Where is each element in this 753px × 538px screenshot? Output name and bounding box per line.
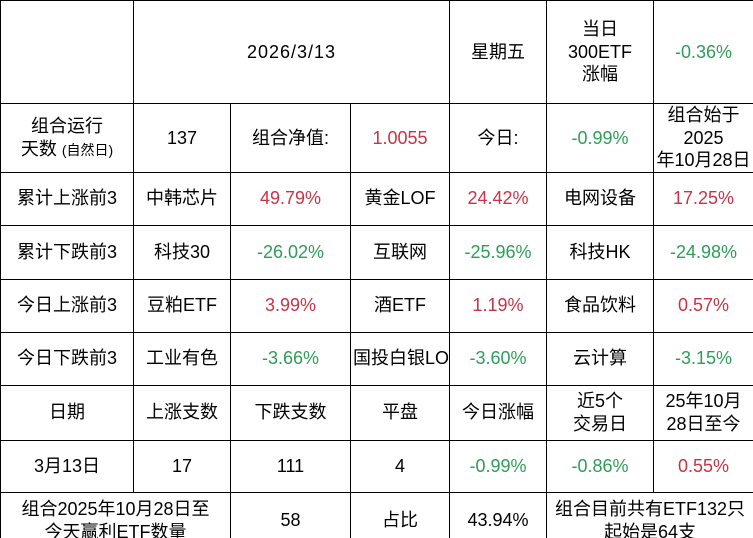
stats-date-cell[interactable]: 3月13日: [0, 439, 134, 493]
ranking-label-cell[interactable]: 累计下跌前3: [0, 224, 134, 280]
today-change-value-cell[interactable]: -0.99%: [449, 439, 547, 493]
run-days-value-cell[interactable]: 137: [133, 103, 231, 173]
run-days-label-cell[interactable]: 组合运行 天数 (自然日): [0, 103, 134, 173]
ranking-value-cell[interactable]: 24.42%: [449, 171, 547, 226]
ranking-name-cell[interactable]: 豆粕ETF: [133, 278, 231, 333]
ranking-value-cell[interactable]: 49.79%: [230, 171, 351, 226]
stats-header-flat-cell[interactable]: 平盘: [350, 384, 450, 441]
stats-header-today-cell[interactable]: 今日涨幅: [449, 384, 547, 441]
stats-header-since-start-cell[interactable]: 25年10月 28日至今: [653, 384, 753, 441]
ranking-label-cell[interactable]: 累计上涨前3: [0, 171, 134, 226]
today-label-cell[interactable]: 今日:: [449, 103, 547, 173]
last5-change-cell[interactable]: -0.86%: [546, 439, 654, 493]
ranking-value-cell[interactable]: 17.25%: [653, 171, 753, 226]
ranking-label-cell[interactable]: 今日上涨前3: [0, 278, 134, 333]
ranking-name-cell[interactable]: 电网设备: [546, 171, 654, 226]
ranking-name-cell[interactable]: 国投白银LOF: [350, 331, 450, 386]
etf-count-note-cell[interactable]: 组合目前共有ETF132只 起始是64支: [546, 491, 753, 538]
ranking-name-cell[interactable]: 互联网: [350, 224, 450, 280]
ranking-name-cell[interactable]: 酒ETF: [350, 278, 450, 333]
ranking-name-cell[interactable]: 食品饮料: [546, 278, 654, 333]
win-count-label-cell[interactable]: 组合2025年10月28日至 今天赢利ETF数量: [0, 491, 231, 538]
flat-count-cell[interactable]: 4: [350, 439, 450, 493]
nav-label-cell[interactable]: 组合净值:: [230, 103, 351, 173]
run-days-label-line2: 天数: [20, 138, 57, 159]
ranking-value-cell[interactable]: -24.98%: [653, 224, 753, 280]
etf300-label-cell[interactable]: 当日 300ETF 涨幅: [546, 0, 654, 104]
ratio-label-cell[interactable]: 占比: [350, 491, 450, 538]
ranking-value-cell[interactable]: -26.02%: [230, 224, 351, 280]
start-date-note-cell[interactable]: 组合始于2025 年10月28日: [653, 103, 753, 173]
ranking-label-cell[interactable]: 今日下跌前3: [0, 331, 134, 386]
ranking-value-cell[interactable]: -3.60%: [449, 331, 547, 386]
run-days-label-note: (自然日): [61, 141, 114, 158]
ranking-name-cell[interactable]: 科技HK: [546, 224, 654, 280]
weekday-cell[interactable]: 星期五: [449, 0, 547, 104]
ranking-value-cell[interactable]: 3.99%: [230, 278, 351, 333]
ratio-value-cell[interactable]: 43.94%: [449, 491, 547, 538]
stats-header-down-cell[interactable]: 下跌支数: [230, 384, 351, 441]
date-cell[interactable]: 2026/3/13: [133, 0, 450, 104]
since-start-change-cell[interactable]: 0.55%: [653, 439, 753, 493]
stats-header-up-cell[interactable]: 上涨支数: [133, 384, 231, 441]
stats-header-date-cell[interactable]: 日期: [0, 384, 134, 441]
ranking-value-cell[interactable]: 1.19%: [449, 278, 547, 333]
today-change-cell[interactable]: -0.99%: [546, 103, 654, 173]
ranking-value-cell[interactable]: -3.15%: [653, 331, 753, 386]
etf300-change-cell[interactable]: -0.36%: [653, 0, 753, 104]
ranking-value-cell[interactable]: 0.57%: [653, 278, 753, 333]
ranking-name-cell[interactable]: 工业有色: [133, 331, 231, 386]
stats-header-last5-cell[interactable]: 近5个 交易日: [546, 384, 654, 441]
ranking-value-cell[interactable]: -3.66%: [230, 331, 351, 386]
ranking-value-cell[interactable]: -25.96%: [449, 224, 547, 280]
ranking-name-cell[interactable]: 云计算: [546, 331, 654, 386]
ranking-name-cell[interactable]: 黄金LOF: [350, 171, 450, 226]
ranking-name-cell[interactable]: 科技30: [133, 224, 231, 280]
down-count-cell[interactable]: 111: [230, 439, 351, 493]
nav-value-cell[interactable]: 1.0055: [350, 103, 450, 173]
run-days-label-line1: 组合运行: [31, 116, 103, 137]
win-count-cell[interactable]: 58: [230, 491, 351, 538]
ranking-name-overflow: 国投白银LOF: [353, 348, 450, 369]
ranking-name-cell[interactable]: 中韩芯片: [133, 171, 231, 226]
up-count-cell[interactable]: 17: [133, 439, 231, 493]
empty-corner-cell[interactable]: [0, 0, 134, 104]
